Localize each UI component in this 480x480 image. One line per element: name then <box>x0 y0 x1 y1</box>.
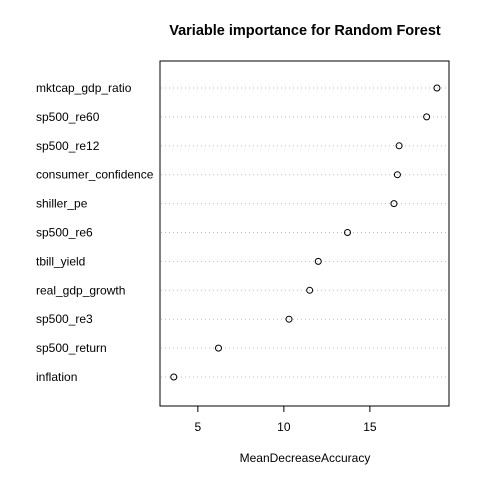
chart-title: Variable importance for Random Forest <box>169 23 441 39</box>
variable-label: mktcap_gdp_ratio <box>36 81 132 95</box>
data-point <box>393 171 401 179</box>
variable-labels: mktcap_gdp_ratio sp500_re60 sp500_re12cons… <box>36 81 154 384</box>
variable-label: inflation <box>36 370 77 384</box>
variable-label: sp500_re6 <box>36 226 93 240</box>
data-point <box>395 142 403 150</box>
x-tick-label: 15 <box>363 420 377 434</box>
data-points <box>170 84 441 381</box>
variable-label: sp500_re12 <box>36 139 100 153</box>
variable-label: sp500_re60 <box>36 110 100 124</box>
data-point <box>433 84 441 92</box>
data-point <box>423 113 431 121</box>
x-tick-label: 10 <box>277 420 291 434</box>
x-axis: 5 10 15 <box>195 405 377 434</box>
data-point <box>285 315 293 323</box>
plot-frame <box>159 60 450 407</box>
x-axis-title: MeanDecreaseAccuracy <box>240 451 371 465</box>
variable-label: tbill_yield <box>36 254 85 268</box>
data-point <box>390 200 398 208</box>
data-point <box>314 257 322 265</box>
variable-label: real_gdp_growth <box>36 283 125 297</box>
x-tick-label: 5 <box>195 420 202 434</box>
variable-label: sp500_return <box>36 341 107 355</box>
data-point <box>344 229 352 236</box>
variable-label: consumer_confidence <box>36 168 154 182</box>
variable-label: shiller_pe <box>36 197 88 211</box>
data-point <box>170 373 178 381</box>
variable-label: sp500_re3 <box>36 312 93 326</box>
data-point <box>306 286 314 294</box>
data-point <box>214 344 222 352</box>
grid-lines <box>161 87 448 378</box>
